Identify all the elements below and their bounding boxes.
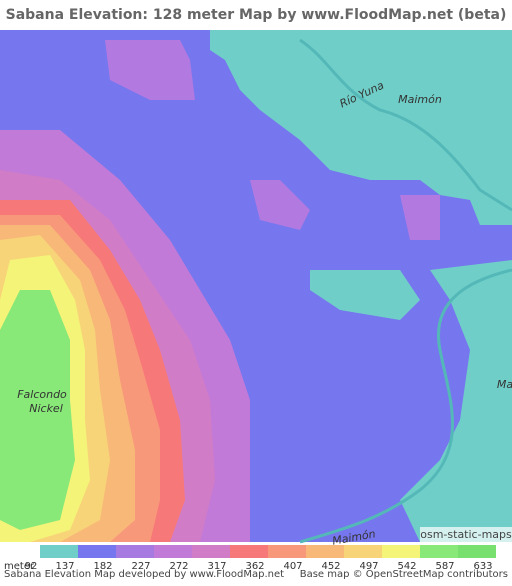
mid-area — [250, 180, 310, 230]
legend-value: 182 — [93, 561, 112, 572]
legend-swatch — [154, 545, 192, 558]
legend-value: 633 — [473, 561, 492, 572]
legend-unit: meter — [4, 561, 35, 572]
legend-value: 542 — [397, 561, 416, 572]
legend-swatch — [78, 545, 116, 558]
title: Sabana Elevation: 128 meter Map by www.F… — [6, 7, 507, 23]
legend-value: 452 — [321, 561, 340, 572]
legend-swatch — [230, 545, 268, 558]
legend-swatch — [40, 545, 78, 558]
legend-swatch — [192, 545, 230, 558]
low-area — [210, 30, 512, 225]
map-label: Falcondo — [17, 388, 67, 401]
mid-area — [400, 195, 440, 240]
legend-value: 317 — [207, 561, 226, 572]
mid-area — [105, 40, 195, 100]
header-bg — [0, 0, 512, 30]
legend-swatch — [116, 545, 154, 558]
map-label: Nickel — [29, 402, 63, 415]
footer-left: Sabana Elevation Map developed by www.Fl… — [4, 569, 284, 580]
river — [299, 268, 512, 544]
legend-value: 362 — [245, 561, 264, 572]
map-label: Ma — [497, 378, 512, 391]
legend-value: 497 — [359, 561, 378, 572]
peak-area — [0, 290, 75, 530]
legend-value: 137 — [55, 561, 74, 572]
legend-swatch — [458, 545, 496, 558]
legend-value: 407 — [283, 561, 302, 572]
low-area — [310, 270, 420, 320]
footer-right: Base map © OpenStreetMap contributors — [300, 569, 508, 580]
attribution-bg — [420, 527, 512, 542]
legend-value: 92 — [25, 561, 38, 572]
low-area — [400, 260, 512, 542]
legend-value: 272 — [169, 561, 188, 572]
attribution: osm-static-maps — [420, 528, 512, 541]
legend-swatch — [306, 545, 344, 558]
map-label: Maimón — [398, 93, 442, 106]
map — [0, 30, 512, 544]
legend-swatch — [268, 545, 306, 558]
legend-swatch — [420, 545, 458, 558]
legend-value: 587 — [435, 561, 454, 572]
legend-value: 227 — [131, 561, 150, 572]
legend-swatch — [344, 545, 382, 558]
river — [299, 38, 512, 212]
legend-swatch — [382, 545, 420, 558]
